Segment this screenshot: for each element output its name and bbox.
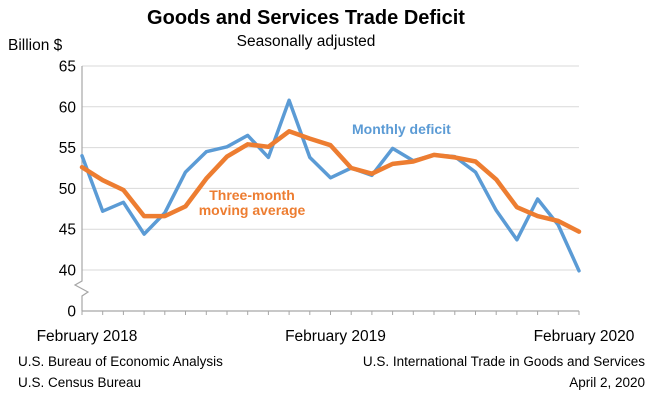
y-tick-label: 65 xyxy=(59,59,76,76)
y-tick-label: 40 xyxy=(59,263,77,280)
footer-row-1: U.S. Bureau of Economic Analysis U.S. In… xyxy=(0,354,662,369)
source-agency-2: U.S. Census Bureau xyxy=(18,375,142,390)
y-tick-label: 50 xyxy=(59,181,77,198)
chart-title: Goods and Services Trade Deficit xyxy=(147,7,465,29)
three-month-moving-average-line xyxy=(79,129,582,234)
y-tick-label: 45 xyxy=(59,222,76,239)
monthly-deficit-series-label: Monthly deficit xyxy=(352,121,451,137)
y-axis-unit-label: Billion $ xyxy=(8,37,63,54)
report-date: April 2, 2020 xyxy=(569,375,645,390)
y-tick-label: 55 xyxy=(59,140,76,157)
y-tick-label: 60 xyxy=(59,99,77,116)
monthly-deficit-line xyxy=(80,98,581,273)
moving-average-series-label: Three-month moving average xyxy=(198,187,306,218)
report-name: U.S. International Trade in Goods and Se… xyxy=(362,354,645,369)
x-tick-label: February 2019 xyxy=(285,328,386,345)
x-tick-label: February 2018 xyxy=(37,328,138,345)
x-tick-label: February 2020 xyxy=(534,328,635,345)
footer-row-2: U.S. Census Bureau April 2, 2020 xyxy=(0,375,662,390)
chart-subtitle: Seasonally adjusted xyxy=(236,33,376,50)
y-tick-label-zero: 0 xyxy=(67,304,76,321)
y-axis-with-break xyxy=(73,66,90,311)
source-agency-1: U.S. Bureau of Economic Analysis xyxy=(18,354,223,369)
